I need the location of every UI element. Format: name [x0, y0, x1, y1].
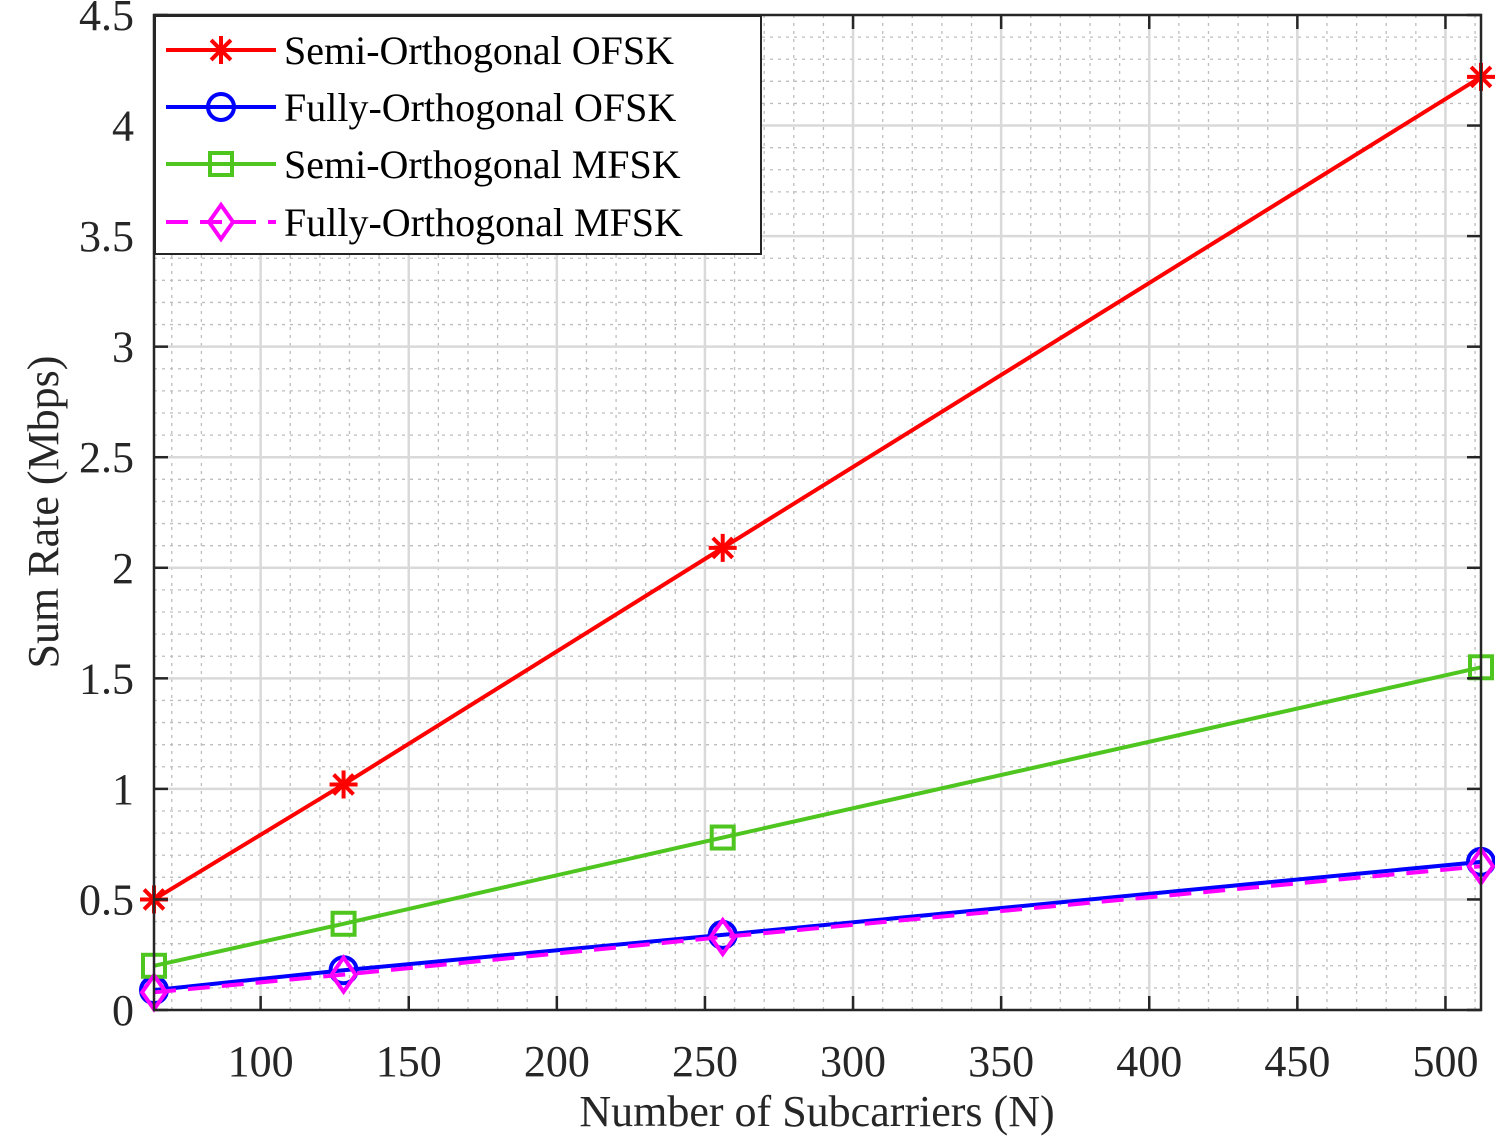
x-tick-label: 350 [968, 1037, 1034, 1086]
series-line [152, 75, 1483, 902]
y-tick-label: 4 [112, 102, 134, 151]
legend-marker-asterisk [207, 36, 235, 64]
legend-entry: Fully-Orthogonal MFSK [166, 200, 683, 245]
x-tick-label: 400 [1116, 1037, 1182, 1086]
x-tick-label: 100 [228, 1037, 294, 1086]
y-tick-label: 1.5 [79, 654, 134, 703]
data-point-square [709, 824, 736, 851]
legend-entry: Fully-Orthogonal OFSK [166, 85, 676, 130]
data-point-square [330, 910, 357, 937]
data-point-asterisk [708, 533, 737, 562]
data-point-diamond [708, 916, 738, 958]
legend-label: Semi-Orthogonal MFSK [284, 142, 681, 187]
x-tick-label: 200 [524, 1037, 590, 1086]
x-tick-label: 450 [1264, 1037, 1330, 1086]
y-tick-label: 2.5 [79, 433, 134, 482]
legend-marker-circle [206, 92, 236, 122]
x-tick-label: 500 [1412, 1037, 1478, 1086]
legend-entries: Semi-Orthogonal OFSK Fully-Orthogonal OFS… [166, 28, 683, 245]
x-tick-label: 150 [376, 1037, 442, 1086]
x-axis-label: Number of Subcarriers (N) [579, 1087, 1054, 1136]
legend-label: Fully-Orthogonal MFSK [284, 200, 683, 245]
x-tick-labels: 100 150 200 250 300 350 400 450 500 [228, 1037, 1479, 1086]
legend: Semi-Orthogonal OFSK Fully-Orthogonal OFS… [154, 15, 762, 255]
y-tick-label: 3 [112, 323, 134, 372]
y-tick-label: 0 [112, 986, 134, 1035]
legend-label: Semi-Orthogonal OFSK [284, 28, 674, 73]
y-tick-label: 4.5 [79, 0, 134, 40]
legend-entry: Semi-Orthogonal MFSK [166, 142, 681, 187]
plot-frame [152, 13, 1483, 1012]
legend-label: Fully-Orthogonal OFSK [284, 85, 676, 130]
data-point-asterisk [329, 770, 358, 799]
legend-entry: Semi-Orthogonal OFSK [166, 28, 674, 73]
y-tick-label: 3.5 [79, 212, 134, 261]
y-tick-label: 2 [112, 544, 134, 593]
y-tick-label: 1 [112, 765, 134, 814]
y-axis-label: Sum Rate (Mbps) [19, 356, 68, 669]
x-tick-label: 250 [672, 1037, 738, 1086]
legend-marker-square [208, 151, 234, 177]
series-line [153, 665, 1482, 968]
y-tick-labels: 0 0.5 1 1.5 2 2.5 3 3.5 4 4.5 [79, 0, 134, 1035]
series-line [153, 859, 1482, 993]
x-tick-label: 300 [820, 1037, 886, 1086]
series-layer [139, 62, 1495, 1013]
legend-box [154, 15, 762, 255]
data-point-diamond [329, 954, 359, 996]
legend-marker-diamond [206, 201, 236, 243]
series-line [153, 864, 1482, 995]
y-tick-label: 0.5 [79, 875, 134, 924]
